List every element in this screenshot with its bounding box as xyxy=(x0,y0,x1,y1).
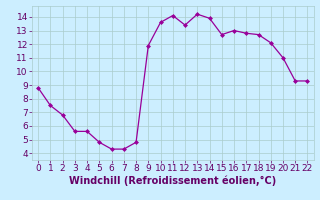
X-axis label: Windchill (Refroidissement éolien,°C): Windchill (Refroidissement éolien,°C) xyxy=(69,176,276,186)
